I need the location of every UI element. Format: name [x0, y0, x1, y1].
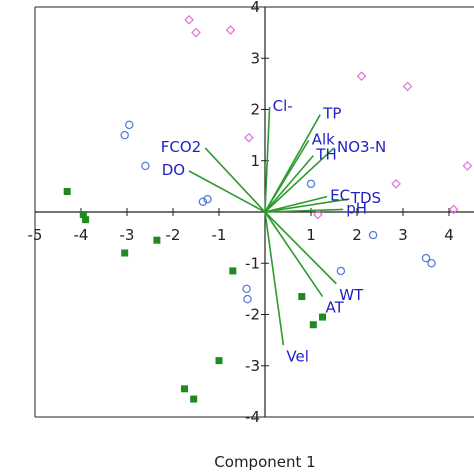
score-points — [63, 14, 473, 403]
vector-label: Alk — [312, 130, 335, 148]
vector-line — [188, 170, 266, 213]
square-point — [215, 357, 223, 365]
x-tick-label: -4 — [74, 226, 89, 244]
square-point — [319, 313, 326, 321]
circle-point — [203, 194, 212, 204]
diamond-point — [313, 209, 323, 220]
square-point — [121, 249, 129, 257]
vector-line — [264, 147, 335, 213]
x-tick-label: -3 — [120, 226, 135, 244]
square-point — [79, 211, 87, 219]
circle-point — [120, 130, 129, 140]
vector-label: TDS — [350, 189, 381, 207]
vector-line — [264, 155, 314, 213]
vector-label: Cl- — [273, 97, 293, 115]
diamond-point — [391, 178, 401, 189]
vector-line — [264, 106, 271, 213]
square-point — [190, 395, 198, 403]
circle-point — [306, 179, 316, 189]
circle-point — [336, 266, 346, 276]
square-point — [309, 321, 317, 329]
vector-line — [264, 139, 310, 213]
x-axis-label: Component 1 — [214, 453, 315, 471]
y-tick-label: -4 — [245, 408, 260, 426]
x-tick-label: 4 — [444, 226, 454, 244]
vector-line — [264, 208, 344, 213]
circle-point — [125, 120, 134, 130]
vector-line — [264, 195, 328, 213]
circle-point — [421, 253, 431, 263]
circle-point — [141, 161, 150, 171]
circle-point — [368, 230, 378, 240]
vector-label: TP — [322, 105, 341, 123]
vector-label: TH — [315, 146, 336, 164]
circle-point — [427, 258, 436, 268]
vector-label: DO — [162, 161, 185, 179]
x-tick-label: -2 — [166, 226, 181, 244]
x-tick-label: 2 — [352, 226, 362, 244]
tick-labels: -5 -4 -3 -2 -1 1 2 3 4 4 3 2 1 -1 -2 -3 -4 — [28, 0, 454, 426]
diamond-point — [402, 81, 413, 92]
vector-label: EC — [330, 187, 350, 205]
y-tick-label: -2 — [245, 306, 260, 324]
vector-label: pH — [346, 199, 367, 217]
x-tick-label: -5 — [28, 226, 43, 244]
y-tick-label: 1 — [250, 152, 260, 170]
x-tick-label: 3 — [398, 226, 408, 244]
square-point — [153, 236, 161, 244]
diamond-point — [244, 132, 254, 143]
diamond-point — [191, 27, 201, 38]
vector-label: AT — [326, 299, 345, 317]
square-point — [181, 385, 188, 393]
diamond-point — [184, 14, 194, 25]
y-tick-label: -1 — [245, 254, 260, 272]
x-tick-label: 1 — [306, 226, 316, 244]
circle-point — [198, 197, 208, 206]
diamond-point — [448, 204, 459, 215]
y-tick-label: -3 — [245, 357, 260, 375]
vector-line — [264, 211, 285, 346]
circle-point — [243, 294, 252, 304]
vector-line — [264, 211, 337, 285]
vector-line — [204, 147, 266, 213]
square-point — [82, 216, 90, 224]
diamond-point — [356, 71, 367, 82]
diamond-point — [462, 161, 473, 171]
circle-point — [242, 284, 251, 294]
vector-label: NO3-N — [337, 138, 386, 156]
axes — [34, 6, 474, 418]
vector-label: Vel — [286, 347, 309, 365]
vector-label: FCO2 — [161, 138, 201, 156]
vector-label: WT — [339, 286, 364, 304]
square-point — [63, 188, 71, 195]
x-tick-label: -1 — [212, 226, 227, 244]
vector-line — [264, 198, 348, 213]
diamond-point — [225, 25, 236, 35]
square-point — [298, 293, 306, 301]
y-tick-label: 2 — [250, 101, 260, 119]
vector-line — [264, 211, 324, 298]
y-tick-label: 3 — [250, 49, 260, 67]
loading-vectors — [188, 106, 348, 346]
y-tick-label: 4 — [250, 0, 260, 16]
square-point — [229, 267, 237, 275]
